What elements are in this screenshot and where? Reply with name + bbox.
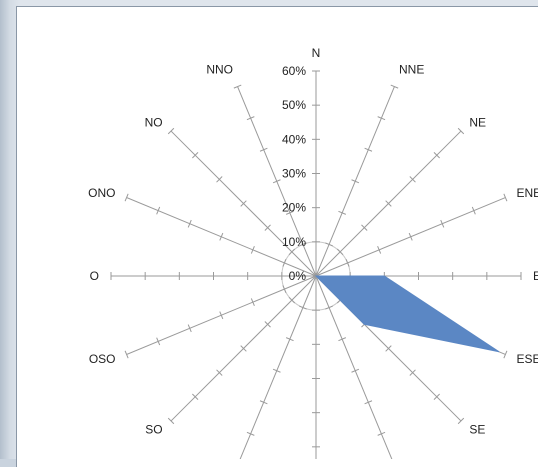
direction-label-ene: ENE [517, 186, 538, 200]
percent-label-4: 40% [282, 132, 306, 146]
series-area-0 [316, 276, 499, 352]
series-layer [316, 276, 499, 352]
percent-label-6: 60% [282, 64, 306, 78]
direction-label-ese: ESE [517, 352, 538, 366]
direction-label-no: NO [145, 116, 163, 130]
direction-label-nne: NNE [399, 63, 424, 77]
percent-label-2: 20% [282, 201, 306, 215]
direction-label-oso: OSO [89, 352, 116, 366]
percent-label-3: 30% [282, 167, 306, 181]
direction-label-nno: NNO [206, 63, 233, 77]
direction-label-so: SO [145, 422, 162, 436]
direction-label-n: N [312, 46, 321, 60]
percent-label-5: 50% [282, 98, 306, 112]
direction-labels: N NNE NE ENE E ESE SE SO OSO O ONO NO NNO [88, 46, 538, 436]
percent-label-1: 10% [282, 235, 306, 249]
direction-label-e: E [533, 269, 538, 283]
direction-label-o: O [90, 269, 99, 283]
direction-label-ne: NE [469, 116, 486, 130]
direction-label-se: SE [469, 422, 485, 436]
direction-label-ono: ONO [88, 186, 115, 200]
percent-label-0: 0% [289, 269, 307, 283]
